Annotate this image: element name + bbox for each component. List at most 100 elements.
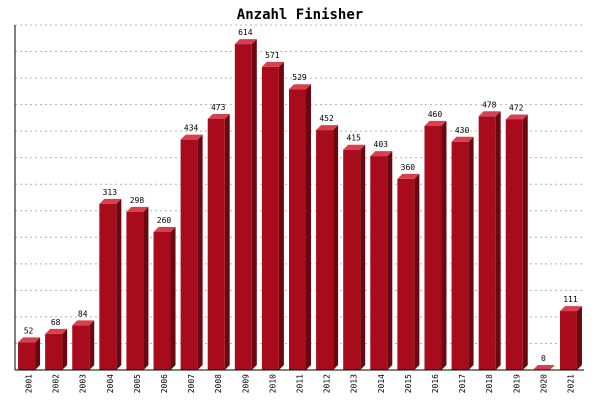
value-label: 571 xyxy=(265,51,280,60)
bar-top xyxy=(153,227,176,232)
bar-front xyxy=(370,156,388,370)
bar xyxy=(18,337,41,370)
bar-top xyxy=(316,125,339,131)
value-label: 313 xyxy=(103,188,118,197)
x-tick-label: 2008 xyxy=(214,374,223,393)
value-label: 614 xyxy=(238,28,253,37)
x-tick-label: 2013 xyxy=(350,374,359,393)
bar-top xyxy=(559,306,582,312)
x-tick-label: 2020 xyxy=(539,374,548,393)
bar-side xyxy=(414,173,420,370)
bar-side xyxy=(197,134,203,370)
value-labels: 52 68 84 313 298 260 434 473 614 571 529 452 415 403 3… xyxy=(24,28,578,363)
bar-side xyxy=(441,120,447,370)
bar-top xyxy=(289,84,311,90)
bar-side xyxy=(495,111,501,371)
bar-front xyxy=(478,116,496,371)
bar xyxy=(45,328,68,370)
bar xyxy=(99,198,122,370)
bar-top xyxy=(451,136,474,142)
value-label: 434 xyxy=(184,124,199,133)
bar-side xyxy=(387,151,393,370)
value-label: 111 xyxy=(563,295,578,304)
bar-front xyxy=(18,342,36,370)
bar-side xyxy=(306,84,311,370)
bar-top xyxy=(18,337,41,343)
bar-front xyxy=(207,118,225,370)
bar-front xyxy=(343,149,361,370)
x-tick-label: 2002 xyxy=(52,374,61,393)
bar-side xyxy=(333,125,339,370)
bar-top xyxy=(397,173,420,179)
bar xyxy=(261,61,284,370)
bar xyxy=(424,120,447,370)
x-tick-label: 2001 xyxy=(25,374,34,393)
bar xyxy=(234,39,257,370)
bar-side xyxy=(522,114,528,370)
bars xyxy=(18,39,582,371)
x-tick-label: 2009 xyxy=(241,374,250,393)
bar-top xyxy=(261,61,284,67)
bar-front xyxy=(234,44,252,370)
bar-top xyxy=(234,39,257,45)
bar-top xyxy=(532,365,555,370)
bar-front xyxy=(153,232,171,370)
value-label: 84 xyxy=(78,309,88,318)
value-label: 360 xyxy=(401,163,416,172)
value-label: 52 xyxy=(24,326,34,335)
bar-top xyxy=(126,206,149,212)
value-label: 529 xyxy=(292,73,307,82)
bar-side xyxy=(116,198,122,370)
bar-top xyxy=(505,114,528,120)
bar xyxy=(343,144,366,370)
bar xyxy=(72,320,95,370)
x-tick-label: 2010 xyxy=(268,374,277,393)
x-tick-label: 2007 xyxy=(187,374,196,393)
bar-top xyxy=(343,144,366,150)
bar xyxy=(451,136,474,370)
x-tick-label: 2005 xyxy=(133,374,142,393)
value-label: 472 xyxy=(509,103,524,112)
value-label: 430 xyxy=(455,126,470,135)
value-label: 260 xyxy=(157,216,172,225)
bar-side xyxy=(170,227,176,370)
bar-side xyxy=(89,320,95,370)
x-tick-label: 2006 xyxy=(160,374,169,393)
bar-front xyxy=(289,89,306,370)
bar-side xyxy=(278,61,284,370)
bar xyxy=(207,113,230,370)
value-label: 298 xyxy=(130,196,145,205)
value-label: 473 xyxy=(211,103,226,112)
bar-front xyxy=(72,325,90,370)
bar-side xyxy=(360,144,366,370)
bar-top xyxy=(180,134,203,140)
value-label: 0 xyxy=(541,354,546,363)
bar-front xyxy=(261,66,279,370)
bar-front xyxy=(424,125,442,370)
bar-side xyxy=(143,206,149,370)
x-tick-label: 2011 xyxy=(296,374,305,393)
bar xyxy=(532,365,555,370)
value-label: 68 xyxy=(51,318,61,327)
bar-front xyxy=(99,203,117,370)
bar-side xyxy=(468,136,474,370)
value-label: 415 xyxy=(346,134,361,143)
value-label: 460 xyxy=(428,110,443,119)
bar-front xyxy=(451,141,469,370)
bar-front xyxy=(316,130,334,370)
bar xyxy=(153,227,176,370)
x-tick-label: 2017 xyxy=(458,374,467,393)
bar xyxy=(289,84,311,370)
bar-side xyxy=(224,113,230,370)
value-label: 403 xyxy=(374,140,389,149)
bar xyxy=(180,134,203,370)
bar-front xyxy=(180,139,198,370)
bar-top xyxy=(424,120,447,126)
bar xyxy=(370,151,393,370)
bar-top xyxy=(207,113,230,119)
value-label: 478 xyxy=(482,100,497,109)
bar-top xyxy=(478,111,501,117)
bar xyxy=(126,206,149,370)
value-label: 452 xyxy=(319,114,334,123)
